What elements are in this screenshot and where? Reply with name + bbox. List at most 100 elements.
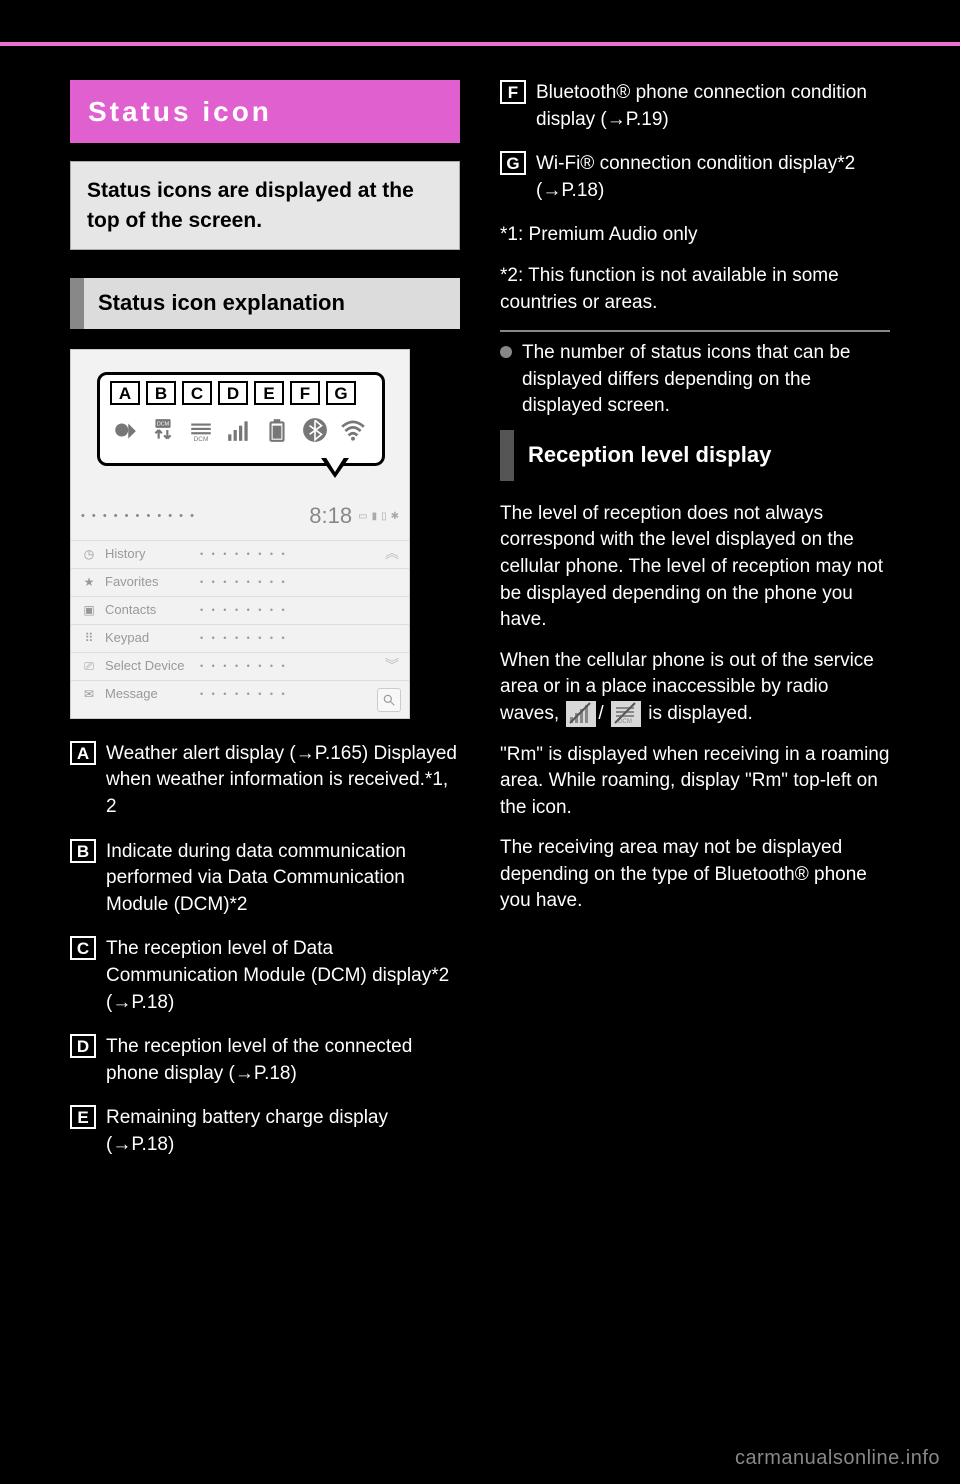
- menu-row-contacts[interactable]: ▣ Contacts • • • • • • • •: [71, 596, 409, 624]
- keypad-icon: ⠿: [81, 630, 97, 647]
- item-e: E Remaining battery charge display (→P.1…: [70, 1105, 460, 1158]
- callout-letter: C: [182, 381, 212, 405]
- menu-dots: • • • • • • • •: [200, 576, 288, 589]
- item-a: A Weather alert display (→P.165) Display…: [70, 741, 460, 821]
- reception-para-2: When the cellular phone is out of the se…: [500, 648, 890, 728]
- bullet-text: The number of status icons that can be d…: [522, 340, 890, 420]
- no-signal-icon: [566, 701, 596, 727]
- item-text: Weather alert display (→P.165) Displayed…: [106, 741, 460, 821]
- callout-letter: B: [146, 381, 176, 405]
- message-icon: ✉: [81, 686, 97, 703]
- history-icon: ◷: [81, 546, 97, 563]
- item-text: The reception level of the connected pho…: [106, 1034, 460, 1087]
- reception-para-3: "Rm" is displayed when receiving in a ro…: [500, 742, 890, 822]
- letter-label: F: [500, 80, 526, 104]
- shot-title-dots: • • • • • • • • • • •: [81, 509, 196, 524]
- mini-dcm-icon: ▭: [358, 510, 367, 524]
- menu-label: Message: [105, 685, 200, 703]
- footnote-2: *2: This function is not available in so…: [500, 263, 890, 316]
- intro-box: Status icons are displayed at the top of…: [70, 161, 460, 250]
- item-text: Indicate during data communication perfo…: [106, 839, 460, 919]
- left-column: Status icon Status icons are displayed a…: [70, 80, 460, 1176]
- shot-clock: 8:18: [309, 501, 352, 532]
- letter-label: G: [500, 151, 526, 175]
- menu-label: Keypad: [105, 629, 200, 647]
- bullet-dot-icon: [500, 346, 512, 358]
- callout-letter: A: [110, 381, 140, 405]
- menu-label: Contacts: [105, 601, 200, 619]
- signal-bars-icon: [224, 415, 254, 445]
- no-dcm-icon: DCM: [611, 701, 641, 727]
- shot-menu-list: ◷ History • • • • • • • • ︽ ★ Favorites …: [71, 540, 409, 708]
- mini-bt-icon: ✱: [391, 510, 399, 524]
- item-text: Wi-Fi® connection condition display*2 (→…: [536, 151, 890, 204]
- menu-row-select-device[interactable]: ⎚ Select Device • • • • • • • • ︾: [71, 652, 409, 680]
- right-column: F Bluetooth® phone connection condition …: [500, 80, 890, 1176]
- callout-box: A B C D E F G DCM DCM: [97, 372, 385, 466]
- wifi-icon: [338, 415, 368, 445]
- shot-search-button[interactable]: [377, 688, 401, 712]
- note-divider: [500, 330, 890, 332]
- menu-dots: • • • • • • • •: [200, 632, 288, 645]
- shot-mini-icons: ▭ ▮ ▯ ✱: [358, 510, 399, 524]
- weather-alert-icon: [110, 415, 140, 445]
- item-text: Remaining battery charge display (→P.18): [106, 1105, 460, 1158]
- watermark-text: carmanualsonline.info: [735, 1444, 940, 1472]
- item-g: G Wi-Fi® connection condition display*2 …: [500, 151, 890, 204]
- svg-text:DCM: DCM: [157, 421, 170, 427]
- item-d: D The reception level of the connected p…: [70, 1034, 460, 1087]
- text-segment: is displayed.: [648, 703, 753, 724]
- letter-label: A: [70, 741, 96, 765]
- menu-row-favorites[interactable]: ★ Favorites • • • • • • • •: [71, 568, 409, 596]
- star-icon: ★: [81, 574, 97, 591]
- dcm-data-icon: DCM: [148, 415, 178, 445]
- item-b: B Indicate during data communication per…: [70, 839, 460, 919]
- menu-dots: • • • • • • • •: [200, 660, 288, 673]
- item-c: C The reception level of Data Communicat…: [70, 936, 460, 1016]
- callout-letter: D: [218, 381, 248, 405]
- dcm-signal-icon: DCM: [186, 415, 216, 445]
- shot-status-bar: • • • • • • • • • • • 8:18 ▭ ▮ ▯ ✱: [71, 502, 409, 532]
- callout-letter: F: [290, 381, 320, 405]
- section-title-bar: Status icon: [70, 80, 460, 143]
- menu-row-keypad[interactable]: ⠿ Keypad • • • • • • • •: [71, 624, 409, 652]
- device-icon: ⎚: [81, 658, 97, 675]
- menu-dots: • • • • • • • •: [200, 688, 288, 701]
- letter-label: C: [70, 936, 96, 960]
- menu-label: History: [105, 545, 200, 563]
- letter-label: B: [70, 839, 96, 863]
- search-icon: [382, 693, 396, 707]
- scroll-down-icon[interactable]: ︾: [385, 656, 399, 676]
- page-content: Status icon Status icons are displayed a…: [70, 80, 890, 1176]
- contacts-icon: ▣: [81, 602, 97, 619]
- item-text: The reception level of Data Communicatio…: [106, 936, 460, 1016]
- reception-para-4: The receiving area may not be displayed …: [500, 835, 890, 915]
- mini-signal-icon: ▮: [372, 510, 378, 524]
- bluetooth-icon: [300, 415, 330, 445]
- letter-label: D: [70, 1034, 96, 1058]
- callout-icon-row: DCM DCM: [110, 415, 368, 445]
- subheading-bar: Status icon explanation: [70, 278, 460, 329]
- menu-label: Favorites: [105, 573, 200, 591]
- callout-tail-inner: [325, 456, 345, 472]
- battery-icon: [262, 415, 292, 445]
- infotainment-screenshot: A B C D E F G DCM DCM: [70, 349, 410, 719]
- page-top-border: [0, 42, 960, 46]
- callout-letter: E: [254, 381, 284, 405]
- menu-row-message[interactable]: ✉ Message • • • • • • • •: [71, 680, 409, 708]
- callout-letter-row: A B C D E F G: [110, 381, 356, 405]
- menu-label: Select Device: [105, 657, 200, 675]
- reception-para-1: The level of reception does not always c…: [500, 501, 890, 634]
- bullet-note: The number of status icons that can be d…: [500, 340, 890, 420]
- scroll-up-icon[interactable]: ︽: [385, 544, 399, 564]
- mini-battery-icon: ▯: [381, 510, 387, 524]
- svg-text:DCM: DCM: [194, 436, 209, 443]
- letter-label: E: [70, 1105, 96, 1129]
- menu-dots: • • • • • • • •: [200, 548, 288, 561]
- menu-row-history[interactable]: ◷ History • • • • • • • • ︽: [71, 540, 409, 568]
- svg-text:DCM: DCM: [618, 719, 632, 725]
- footnote-1: *1: Premium Audio only: [500, 222, 890, 249]
- menu-dots: • • • • • • • •: [200, 604, 288, 617]
- reception-heading: Reception level display: [500, 430, 890, 481]
- item-text: Bluetooth® phone connection condition di…: [536, 80, 890, 133]
